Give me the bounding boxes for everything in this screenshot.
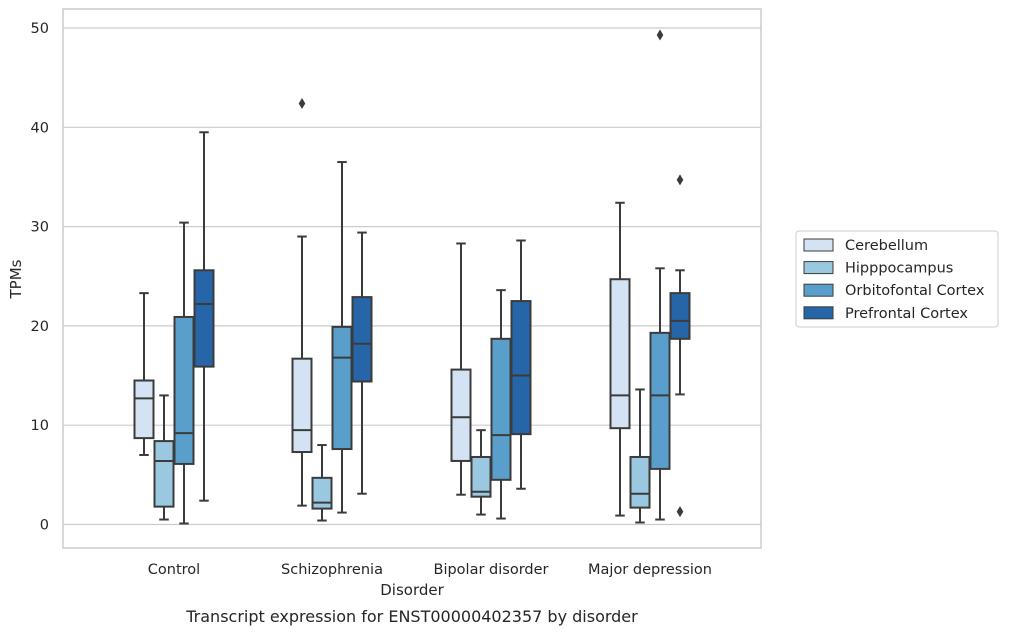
- y-axis-label: TPMs: [7, 259, 25, 299]
- x-tick-label: Major depression: [588, 562, 712, 578]
- box-iqr: [649, 331, 671, 470]
- box-iqr: [331, 325, 353, 451]
- box-orbitofontal-cortex-major-depression: [649, 29, 671, 521]
- outlier-point: [656, 29, 664, 41]
- box-hipppocampus-schizophrenia: [311, 444, 333, 522]
- box-orbitofontal-cortex-schizophrenia: [331, 161, 353, 514]
- box-cerebellum-major-depression: [609, 201, 631, 517]
- box-iqr: [450, 368, 472, 462]
- box-iqr: [669, 292, 691, 340]
- box-cerebellum-bipolar-disorder: [450, 242, 472, 496]
- y-tick-label: 10: [31, 418, 49, 434]
- box-iqr: [629, 455, 651, 509]
- box-iqr: [490, 337, 512, 481]
- box-orbitofontal-cortex-control: [173, 221, 195, 525]
- legend-swatch: [803, 283, 834, 297]
- outlier-point: [298, 97, 306, 109]
- y-tick-label: 0: [40, 518, 49, 534]
- outlier-point: [676, 174, 684, 186]
- plot-frame: [62, 8, 762, 549]
- outlier-point: [676, 506, 684, 518]
- box-cerebellum-control: [133, 292, 155, 456]
- y-tick-label: 20: [31, 319, 49, 335]
- box-iqr: [609, 278, 631, 430]
- y-tick-label: 40: [31, 120, 49, 136]
- box-hipppocampus-control: [153, 394, 175, 521]
- legend-label: Prefrontal Cortex: [845, 306, 968, 322]
- legend-swatch: [803, 306, 834, 320]
- legend-label: Cerebellum: [845, 238, 928, 254]
- box-iqr: [510, 300, 532, 436]
- box-iqr: [193, 269, 215, 368]
- chart-caption: Transcript expression for ENST0000040235…: [185, 607, 638, 626]
- legend-swatch: [803, 261, 834, 275]
- box-iqr: [173, 315, 195, 465]
- legend-label: Hipppocampus: [845, 261, 953, 277]
- box-iqr: [351, 296, 373, 383]
- legend: Cerebellum Hipppocampus Orbitofontal Corte…: [795, 230, 999, 328]
- box-cerebellum-schizophrenia: [291, 97, 313, 507]
- legend-swatch: [803, 238, 834, 252]
- box-iqr: [311, 476, 333, 510]
- x-axis-label: Disorder: [380, 581, 444, 599]
- box-orbitofontal-cortex-bipolar-disorder: [490, 289, 512, 520]
- box-prefrontal-cortex-major-depression: [669, 174, 691, 518]
- y-tick-label: 50: [31, 21, 49, 37]
- box-series: [133, 29, 691, 525]
- legend-label: Orbitofontal Cortex: [845, 283, 985, 299]
- x-tick-label: Bipolar disorder: [434, 562, 549, 578]
- box-iqr: [291, 357, 313, 454]
- box-iqr: [133, 379, 155, 440]
- y-axis-ticks: 0 10 20 30 40 50: [31, 21, 49, 534]
- y-tick-label: 30: [31, 220, 49, 236]
- box-prefrontal-cortex-control: [193, 131, 215, 502]
- x-tick-label: Control: [148, 562, 200, 578]
- legend-frame: [795, 230, 999, 328]
- box-prefrontal-cortex-schizophrenia: [351, 231, 373, 495]
- x-tick-label: Schizophrenia: [281, 562, 383, 578]
- box-iqr: [153, 440, 175, 508]
- box-hipppocampus-bipolar-disorder: [470, 429, 492, 516]
- box-hipppocampus-major-depression: [629, 388, 651, 524]
- box-prefrontal-cortex-bipolar-disorder: [510, 239, 532, 490]
- x-axis-ticks: Control Schizophrenia Bipolar disorder Majo…: [148, 562, 712, 578]
